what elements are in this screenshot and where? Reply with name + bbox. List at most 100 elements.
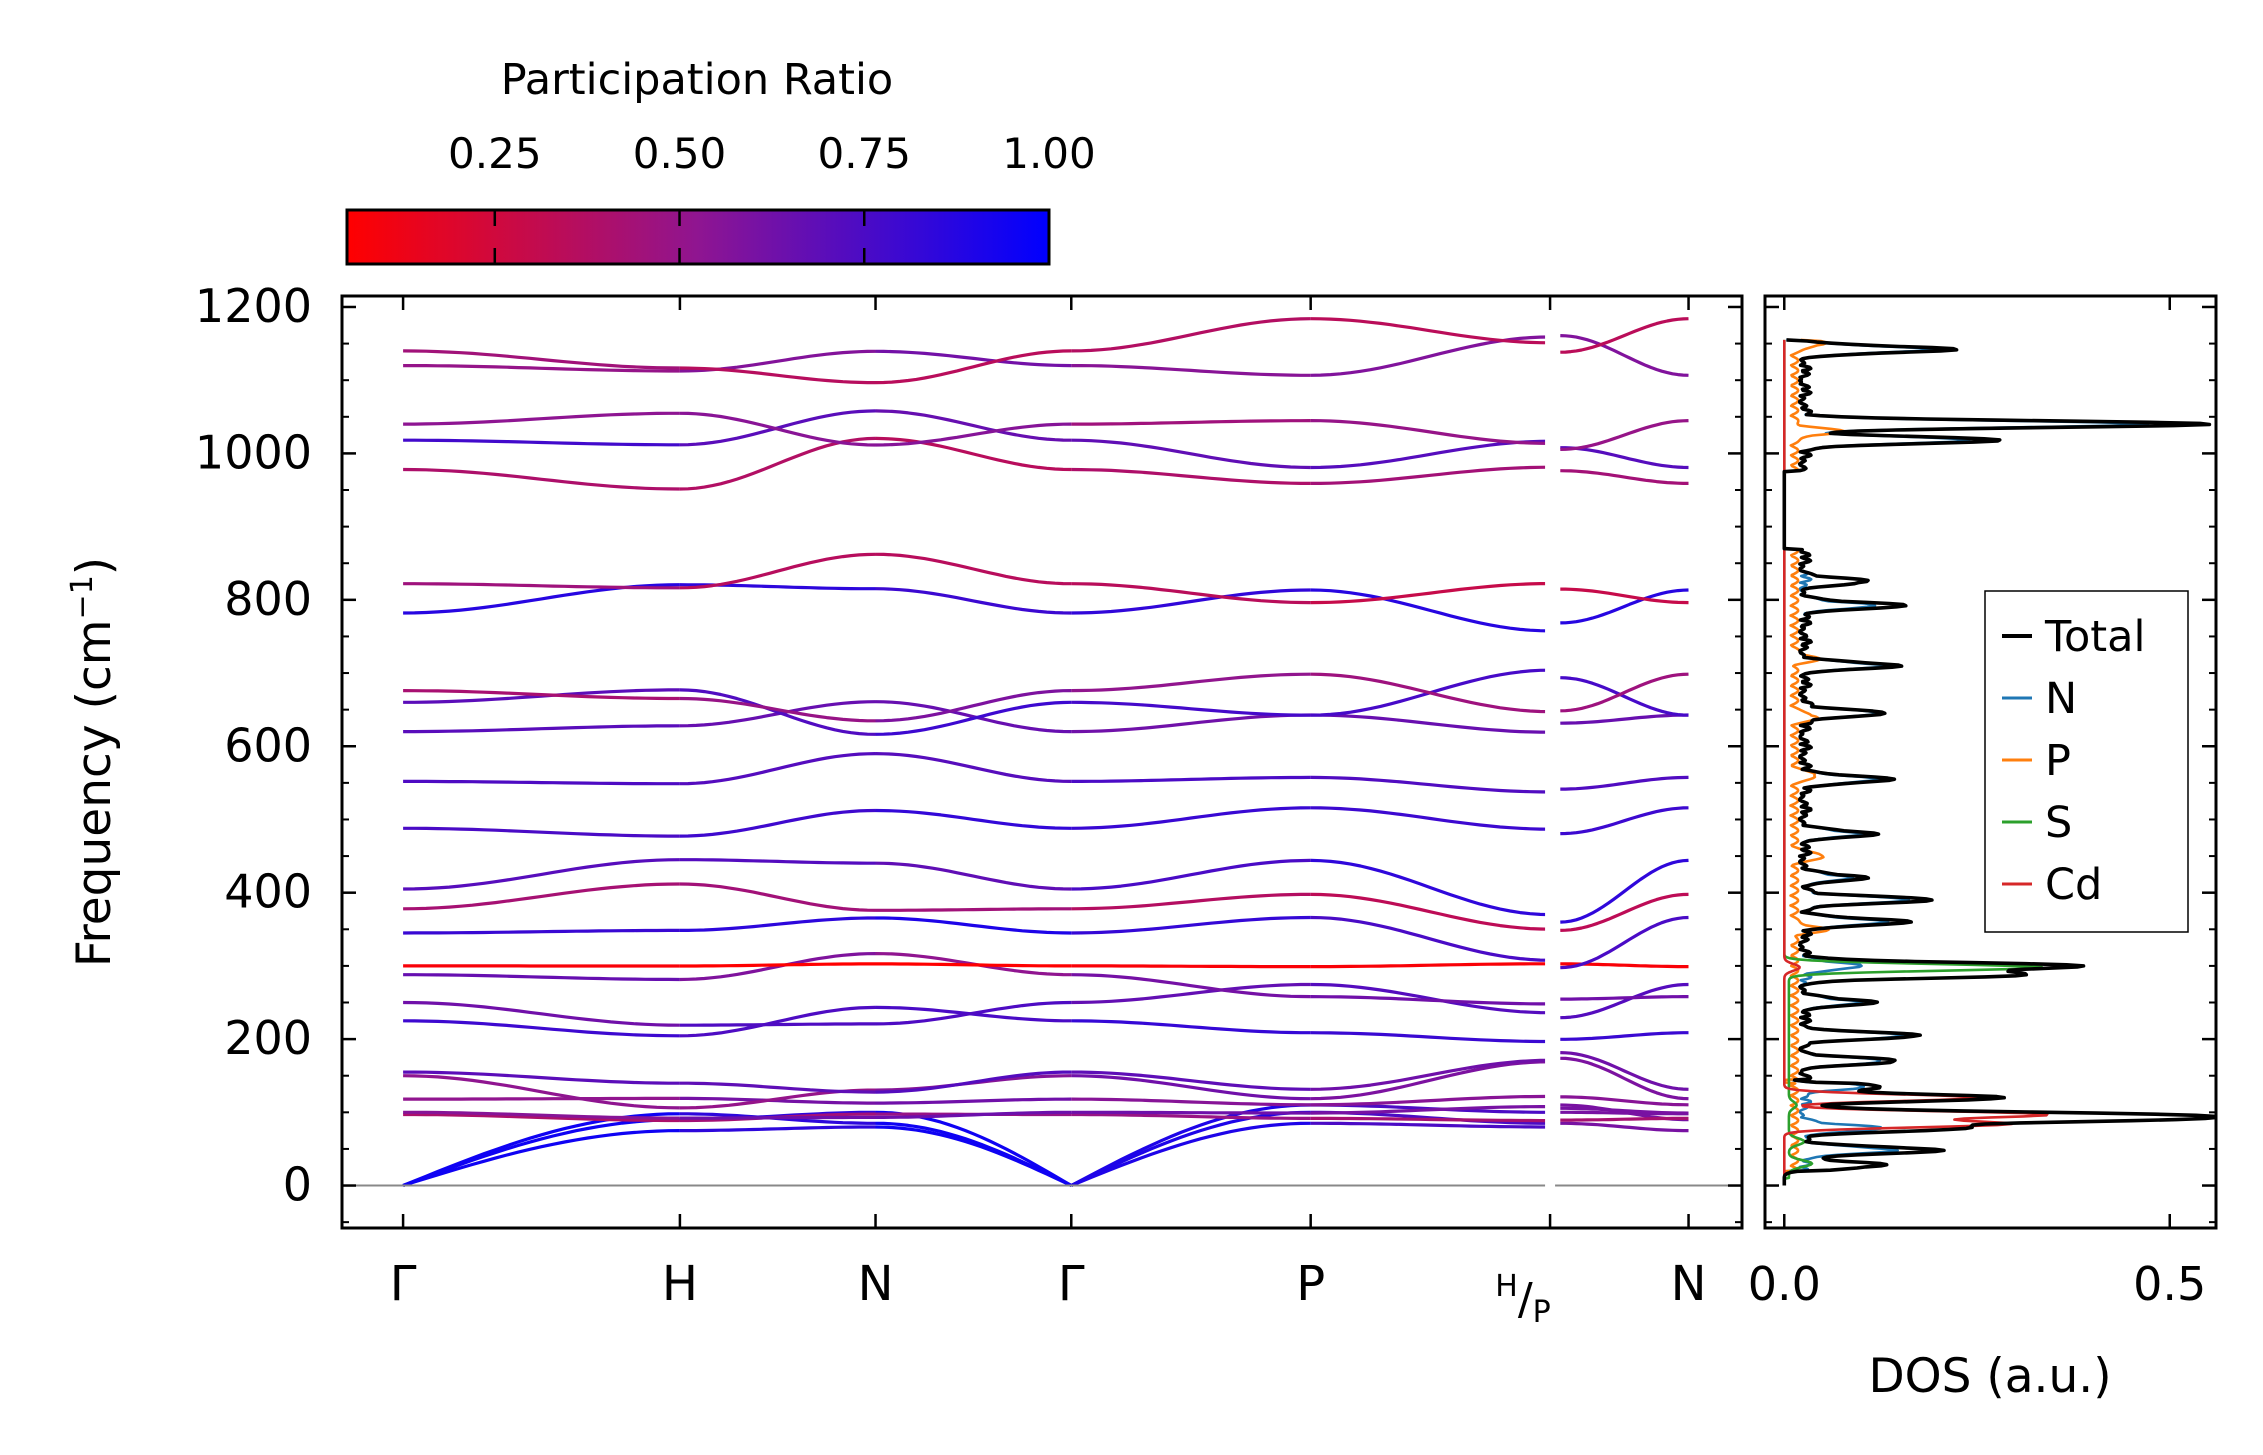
band-line [679, 916, 876, 932]
band-line [1310, 713, 1551, 734]
band-line [403, 364, 680, 373]
band-line [403, 1000, 680, 1027]
band-line [679, 1022, 876, 1027]
band-line [1071, 1074, 1311, 1101]
band-line [1310, 982, 1551, 1015]
band-line [875, 752, 1072, 783]
dos-axes: 0.0 0.5 [1748, 296, 2216, 1311]
kpoint-label: Γ [1058, 1256, 1085, 1312]
band-line [679, 1005, 876, 1038]
band-line [1071, 1112, 1311, 1120]
band-line [1310, 806, 1551, 831]
band-line [1071, 1019, 1311, 1035]
band-line [1310, 1094, 1551, 1107]
band-line [875, 1097, 1072, 1105]
band-line [679, 696, 876, 723]
band-line [875, 861, 1072, 891]
band-line [402, 1129, 680, 1188]
band-line [1560, 775, 1689, 791]
band-line [1310, 582, 1551, 605]
x-axis-label-dos: DOS (a.u.) [1868, 1349, 2111, 1404]
band-line [875, 689, 1072, 723]
band-line [1560, 1121, 1689, 1133]
y-tick-label: 1200 [195, 279, 312, 333]
band-line [875, 808, 1072, 830]
band-line [875, 962, 1072, 968]
band-line [1560, 317, 1689, 354]
band-line [1071, 317, 1311, 353]
band-line [1071, 467, 1311, 485]
band-line [679, 1115, 876, 1120]
band-line [875, 1110, 1073, 1187]
band-line [1310, 672, 1551, 714]
band-line [403, 882, 680, 911]
band-line [1071, 964, 1311, 969]
y-tick-label: 200 [224, 1011, 312, 1065]
band-line [403, 1112, 680, 1123]
band-line [403, 724, 680, 734]
colorbar: Participation Ratio 0.25 0.50 0.75 1.00 [345, 55, 1096, 266]
band-line [1310, 335, 1551, 377]
legend: Total NPS Cd [1984, 590, 2189, 933]
band-line [1071, 1070, 1311, 1091]
band-line [1071, 582, 1311, 605]
band-line [1310, 1105, 1551, 1115]
colorbar-tick-label: 0.25 [448, 129, 542, 178]
band-line [875, 916, 1072, 935]
kpoint-label: Γ [390, 1256, 417, 1312]
band-line [1560, 995, 1689, 1001]
band-line [403, 1070, 680, 1085]
y-axis-label-superscript: −1 [65, 575, 100, 619]
band-line [1560, 892, 1689, 932]
y-tick-label: 800 [224, 572, 312, 626]
band-line [403, 467, 680, 491]
colorbar-tick-label: 1.00 [1002, 129, 1096, 178]
band-line [1560, 1051, 1689, 1091]
y-axis-label-end: ) [67, 557, 122, 575]
band-line [679, 858, 876, 865]
band-line [679, 436, 876, 491]
band-line [403, 928, 680, 935]
band-line [875, 436, 1072, 472]
band-line [875, 349, 1072, 368]
band-line [403, 779, 680, 786]
band-line [1070, 1121, 1311, 1187]
dos-plot-frame [1763, 294, 2218, 1230]
dos-series-p [1783, 338, 1846, 1186]
band-line [1071, 588, 1311, 615]
band-line [1560, 676, 1689, 717]
band-line [875, 1125, 1072, 1187]
band-line [679, 366, 876, 385]
band-line [1071, 982, 1311, 1005]
band-line [1560, 915, 1689, 970]
band-line [1310, 588, 1551, 633]
band-line [875, 907, 1072, 912]
legend-label-p: P [2045, 736, 2071, 786]
band-line [1560, 1106, 1689, 1115]
band-line [1070, 1103, 1311, 1187]
band-line [1310, 439, 1551, 470]
band-line [403, 973, 680, 982]
legend-label-total: Total [2044, 612, 2145, 662]
band-line [679, 1096, 876, 1105]
y-tick-label: 600 [224, 718, 312, 772]
band-line [875, 700, 1072, 736]
band-line [875, 349, 1072, 385]
band-line [1071, 700, 1311, 717]
band-line [1560, 1095, 1689, 1107]
path-break [1545, 312, 1556, 1212]
band-line [1071, 775, 1311, 783]
band-line [1071, 364, 1311, 377]
band-line [875, 1110, 1072, 1119]
colorbar-tick-label: 0.75 [818, 129, 912, 178]
band-line [1560, 334, 1689, 377]
band-line [403, 826, 680, 838]
dos-series-total [1782, 338, 2217, 1187]
band-line [1310, 892, 1551, 931]
dos-panel: 0.0 0.5 DOS (a.u.) Total NPS Cd [1748, 294, 2218, 1404]
band-line [1310, 1116, 1551, 1123]
dos-x-tick-label: 0.5 [2133, 1257, 2206, 1311]
colorbar-label: Participation Ratio [501, 55, 894, 105]
band-line [1071, 419, 1311, 426]
